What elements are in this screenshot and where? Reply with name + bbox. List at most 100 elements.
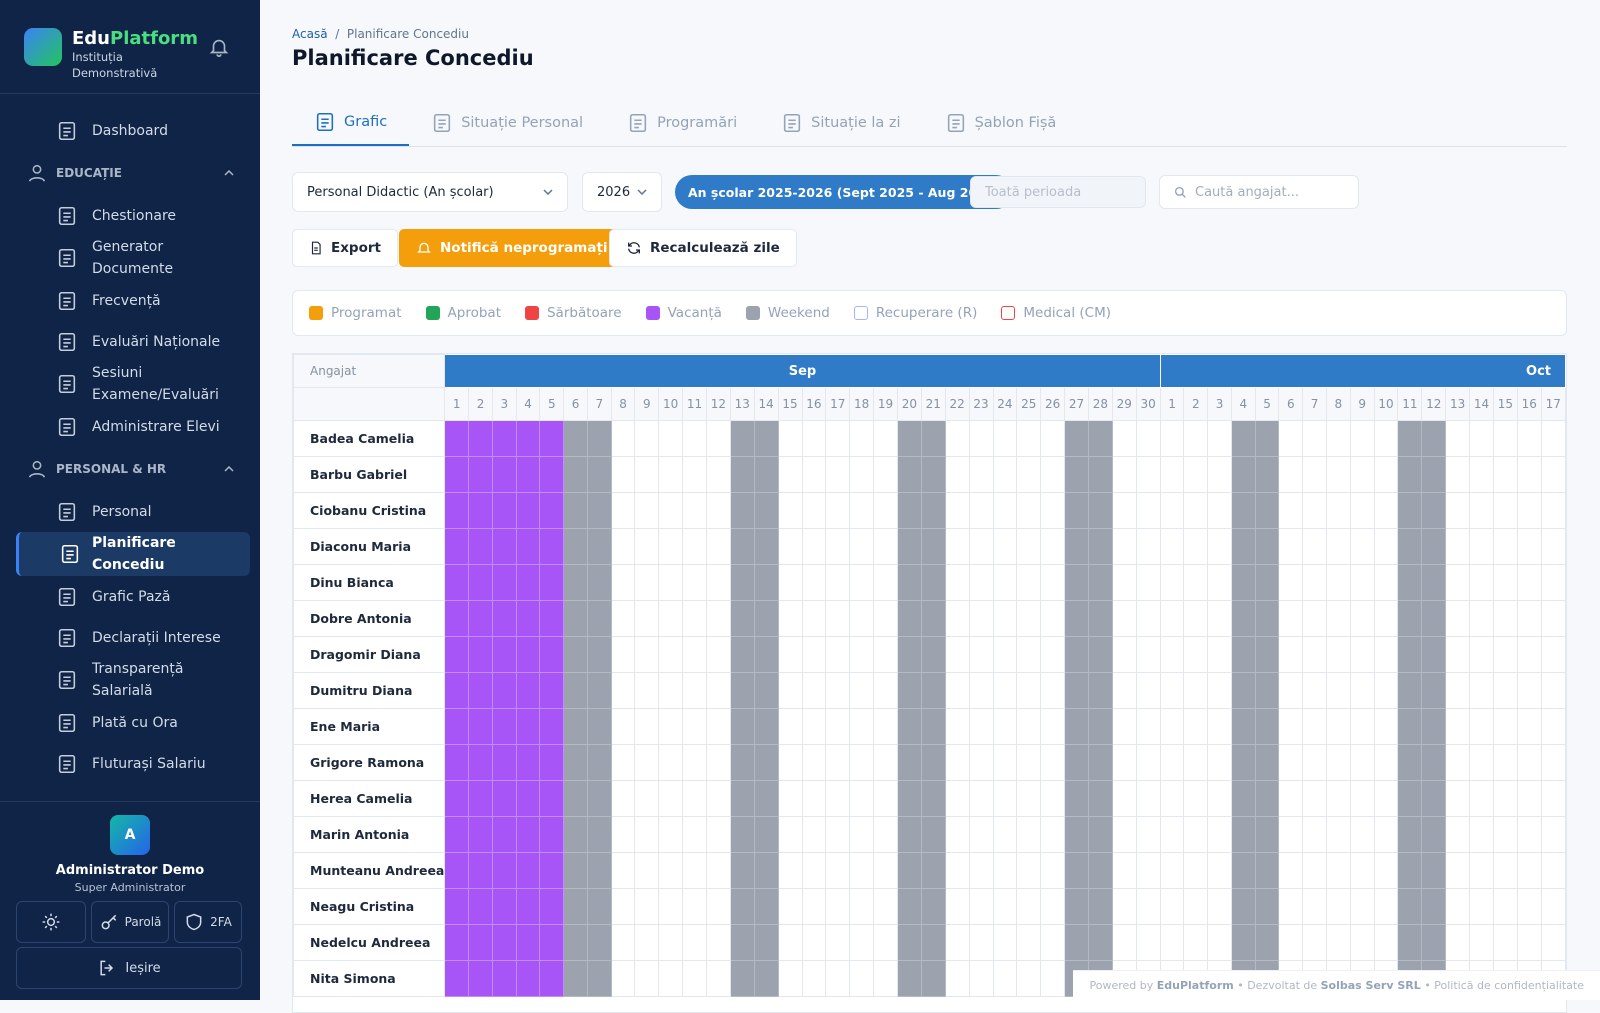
day-cell[interactable]: [992, 960, 1018, 997]
day-cell[interactable]: [1492, 924, 1518, 961]
day-cell[interactable]: [1397, 744, 1423, 781]
day-cell[interactable]: [515, 888, 541, 925]
day-cell[interactable]: [682, 528, 707, 565]
day-cell[interactable]: [563, 744, 588, 781]
day-cell[interactable]: [968, 960, 994, 997]
day-cell[interactable]: [1040, 672, 1066, 709]
day-cell[interactable]: [992, 708, 1018, 745]
day-cell[interactable]: [1469, 708, 1494, 745]
day-cell[interactable]: [1469, 600, 1494, 637]
day-cell[interactable]: [1325, 528, 1351, 565]
day-cell[interactable]: [849, 780, 875, 817]
day-cell[interactable]: [586, 780, 612, 817]
day-cell[interactable]: [468, 816, 493, 853]
day-cell[interactable]: [706, 564, 731, 601]
day-cell[interactable]: [563, 528, 588, 565]
day-cell[interactable]: [1421, 600, 1447, 637]
day-cell[interactable]: [682, 744, 707, 781]
tab[interactable]: Situație la zi: [759, 100, 922, 146]
day-cell[interactable]: [1302, 420, 1327, 457]
day-cell[interactable]: [777, 744, 803, 781]
day-cell[interactable]: [1469, 528, 1494, 565]
nav-item[interactable]: Fluturași Salariu: [16, 743, 250, 784]
day-cell[interactable]: [682, 888, 707, 925]
day-cell[interactable]: [1302, 924, 1327, 961]
day-cell[interactable]: [1492, 888, 1518, 925]
day-cell[interactable]: [1421, 708, 1447, 745]
day-cell[interactable]: [1040, 528, 1066, 565]
day-cell[interactable]: [563, 564, 588, 601]
day-cell[interactable]: [563, 456, 588, 493]
day-cell[interactable]: [634, 456, 660, 493]
day-cell[interactable]: [1373, 492, 1399, 529]
day-cell[interactable]: [658, 420, 684, 457]
day-cell[interactable]: [920, 744, 946, 781]
day-cell[interactable]: [610, 600, 636, 637]
day-cell[interactable]: [1325, 924, 1351, 961]
day-cell[interactable]: [920, 924, 946, 961]
day-cell[interactable]: [1421, 636, 1447, 673]
day-cell[interactable]: [968, 780, 994, 817]
day-cell[interactable]: [468, 924, 493, 961]
day-cell[interactable]: [1325, 564, 1351, 601]
day-cell[interactable]: [468, 780, 493, 817]
day-cell[interactable]: [586, 924, 612, 961]
day-cell[interactable]: [897, 960, 922, 997]
day-cell[interactable]: [1040, 708, 1066, 745]
day-cell[interactable]: [1421, 744, 1447, 781]
day-cell[interactable]: [491, 456, 517, 493]
day-cell[interactable]: [1421, 924, 1447, 961]
day-cell[interactable]: [1373, 564, 1399, 601]
day-cell[interactable]: [1111, 744, 1137, 781]
day-cell[interactable]: [1016, 744, 1042, 781]
nav-section[interactable]: EDUCAȚIE: [16, 151, 250, 195]
day-cell[interactable]: [1373, 780, 1399, 817]
day-cell[interactable]: [1159, 528, 1185, 565]
day-cell[interactable]: [1111, 816, 1137, 853]
day-cell[interactable]: [944, 672, 970, 709]
day-cell[interactable]: [1230, 420, 1256, 457]
day-cell[interactable]: [1016, 492, 1042, 529]
day-cell[interactable]: [968, 816, 994, 853]
day-cell[interactable]: [515, 960, 541, 997]
day-cell[interactable]: [1445, 816, 1471, 853]
day-cell[interactable]: [968, 420, 994, 457]
day-cell[interactable]: [1254, 600, 1280, 637]
2fa-button[interactable]: 2FA: [174, 901, 242, 943]
day-cell[interactable]: [586, 888, 612, 925]
day-cell[interactable]: [825, 708, 851, 745]
day-cell[interactable]: [1421, 528, 1447, 565]
day-cell[interactable]: [634, 780, 660, 817]
day-cell[interactable]: [706, 924, 731, 961]
day-cell[interactable]: [539, 924, 565, 961]
day-cell[interactable]: [444, 744, 470, 781]
day-cell[interactable]: [1516, 888, 1542, 925]
day-cell[interactable]: [1040, 852, 1066, 889]
nav-item[interactable]: Planificare Concediu: [16, 532, 250, 576]
recalc-button[interactable]: Recalculează zile: [609, 229, 797, 267]
day-cell[interactable]: [682, 852, 707, 889]
day-cell[interactable]: [729, 816, 755, 853]
day-cell[interactable]: [1302, 672, 1327, 709]
day-cell[interactable]: [1278, 672, 1304, 709]
day-cell[interactable]: [729, 672, 755, 709]
day-cell[interactable]: [920, 456, 946, 493]
day-cell[interactable]: [1349, 744, 1375, 781]
day-cell[interactable]: [849, 528, 875, 565]
day-cell[interactable]: [1373, 708, 1399, 745]
day-cell[interactable]: [825, 420, 851, 457]
day-cell[interactable]: [1349, 888, 1375, 925]
footer-company[interactable]: Solbas Serv SRL: [1320, 979, 1421, 992]
day-cell[interactable]: [1492, 672, 1518, 709]
day-cell[interactable]: [920, 672, 946, 709]
day-cell[interactable]: [1540, 888, 1566, 925]
day-cell[interactable]: [634, 672, 660, 709]
day-cell[interactable]: [849, 852, 875, 889]
day-cell[interactable]: [1159, 708, 1185, 745]
theme-button[interactable]: [16, 901, 86, 943]
day-cell[interactable]: [1064, 708, 1089, 745]
day-cell[interactable]: [468, 636, 493, 673]
day-cell[interactable]: [1540, 708, 1566, 745]
day-cell[interactable]: [1469, 456, 1494, 493]
day-cell[interactable]: [563, 960, 588, 997]
